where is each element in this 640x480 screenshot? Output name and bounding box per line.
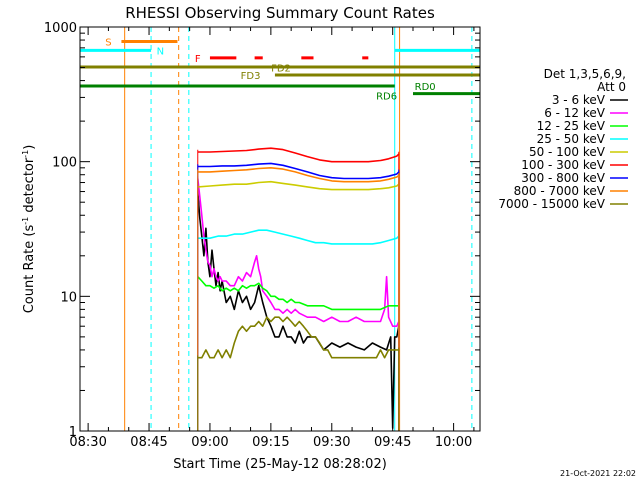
flag-label-rd0: RD0 bbox=[415, 82, 436, 93]
series-line-5 bbox=[197, 147, 400, 163]
y-axis-label-mid: detector bbox=[22, 157, 37, 217]
x-axis-label: Start Time (25-May-12 08:28:02) bbox=[173, 457, 387, 472]
y-tick-label-0: 1 bbox=[69, 425, 77, 440]
flag-label-rd6: RD6 bbox=[376, 91, 397, 102]
flag-label-f: F bbox=[195, 54, 201, 65]
series-line-1 bbox=[197, 178, 400, 328]
axis-ticks: 08:30 08:45 09:00 09:15 09:30 09:45 10:00 1 10 10… bbox=[44, 21, 480, 450]
y-axis-label-sup2: -1 bbox=[21, 150, 30, 158]
vertical-markers bbox=[79, 27, 473, 431]
series-line-6 bbox=[197, 162, 400, 180]
legend-label-8: 7000 - 15000 keV bbox=[498, 197, 605, 211]
x-tick-label-3: 09:15 bbox=[252, 435, 289, 450]
series-lines bbox=[197, 147, 400, 431]
series-line-8 bbox=[197, 316, 399, 359]
flag-label-fd2: FD2 bbox=[271, 64, 291, 75]
legend-label-3: 25 - 50 keV bbox=[537, 132, 606, 146]
x-tick-label-2: 09:00 bbox=[191, 435, 228, 450]
y-tick-label-3: 1000 bbox=[44, 21, 77, 36]
x-tick-label-5: 09:45 bbox=[374, 435, 411, 450]
y-axis-label: Count Rate (s-1 detector-1) bbox=[21, 145, 37, 314]
y-axis-label-end: ) bbox=[22, 145, 37, 150]
legend-label-4: 50 - 100 keV bbox=[529, 145, 606, 159]
legend-label-7: 800 - 7000 keV bbox=[514, 184, 606, 198]
legend-label-5: 100 - 300 keV bbox=[521, 158, 605, 172]
legend-label-0: 3 - 6 keV bbox=[552, 93, 606, 107]
flag-bars: S N F FD2 FD3 RD0 RD6 bbox=[80, 38, 480, 102]
flag-label-n: N bbox=[157, 46, 164, 57]
series-line-7 bbox=[197, 167, 400, 183]
y-axis-label-sup1: -1 bbox=[21, 217, 30, 225]
plot-frame bbox=[79, 26, 481, 432]
x-tick-label-4: 09:30 bbox=[313, 435, 350, 450]
legend-label-2: 12 - 25 keV bbox=[537, 119, 606, 133]
x-tick-label-1: 08:45 bbox=[130, 435, 167, 450]
y-tick-label-1: 10 bbox=[60, 290, 77, 305]
legend-header-line1: Det 1,3,5,6,9, bbox=[544, 67, 626, 81]
flag-label-s: S bbox=[105, 38, 111, 49]
series-line-4 bbox=[197, 180, 400, 191]
timestamp: 21-Oct-2021 22:02 bbox=[560, 469, 636, 478]
x-tick-label-6: 10:00 bbox=[435, 435, 472, 450]
chart-title: RHESSI Observing Summary Count Rates bbox=[125, 4, 435, 22]
legend-label-1: 6 - 12 keV bbox=[544, 106, 606, 120]
y-tick-label-2: 100 bbox=[52, 156, 77, 171]
flag-label-fd3: FD3 bbox=[241, 71, 261, 82]
series-line-2 bbox=[197, 276, 399, 311]
legend-header-line2: Att 0 bbox=[597, 80, 626, 94]
y-axis-label-main: Count Rate (s bbox=[22, 225, 37, 314]
legend-label-6: 300 - 800 keV bbox=[521, 171, 605, 185]
x-tick-label-0: 08:30 bbox=[69, 435, 106, 450]
series-line-3 bbox=[197, 229, 400, 245]
plot-area: S N F FD2 FD3 RD0 RD6 08:30 08:45 09:00 09:15 09:3… bbox=[44, 21, 481, 450]
